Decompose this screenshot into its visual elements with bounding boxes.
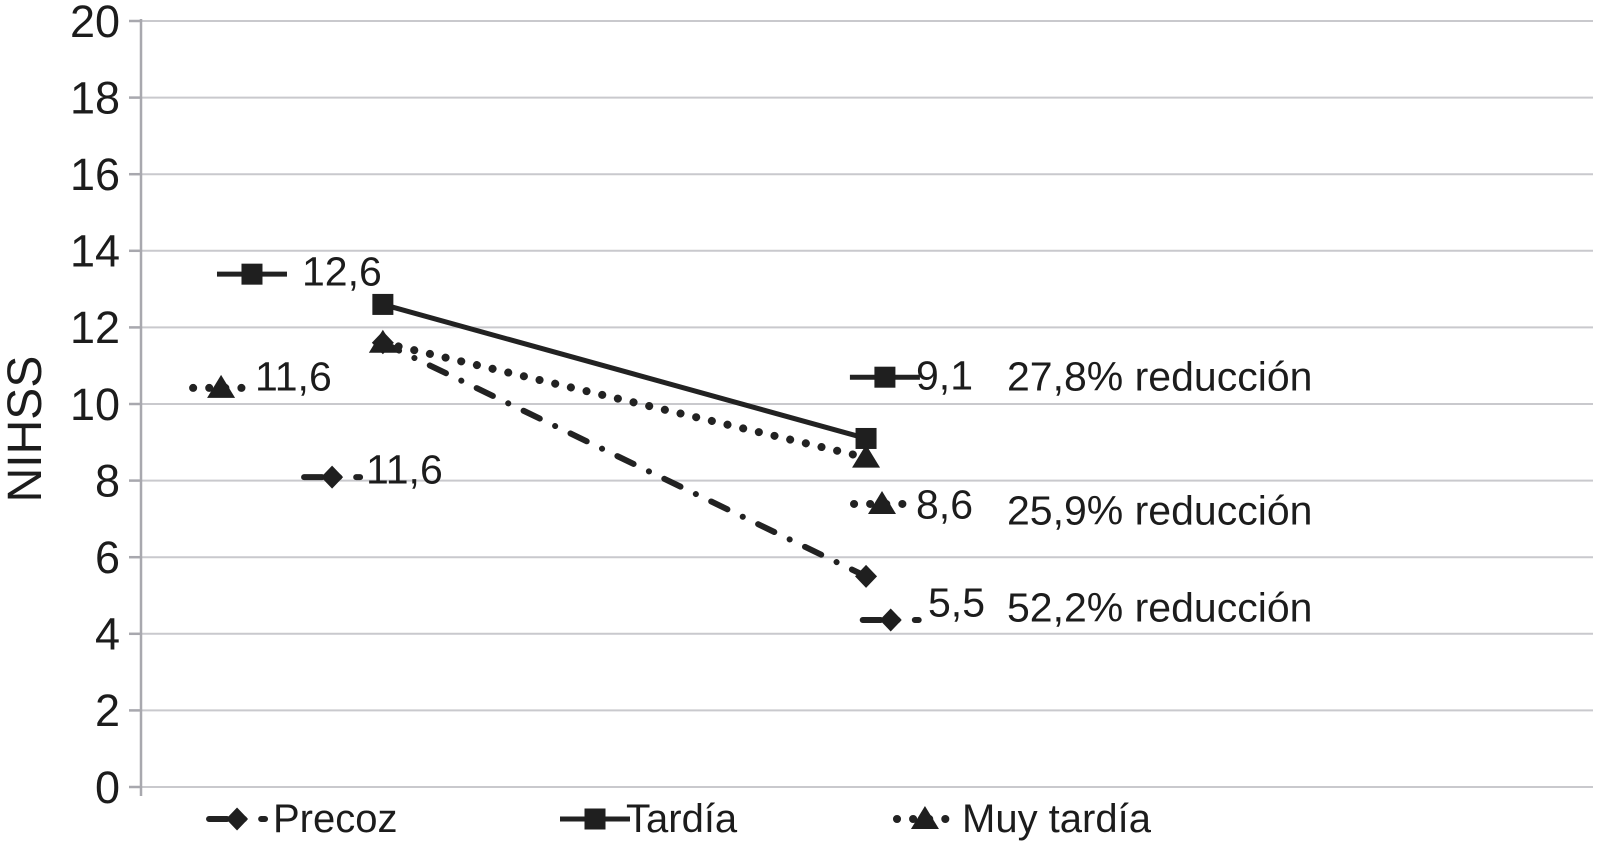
data-label-tardia-end: 9,1 xyxy=(916,352,973,399)
reduction-label-precoz: 52,2% reducción xyxy=(1007,584,1313,631)
y-tick-label: 8 xyxy=(95,455,120,506)
marker-diamond xyxy=(879,608,902,632)
y-tick-label: 6 xyxy=(95,532,120,583)
marker-square xyxy=(241,263,263,285)
y-tick-label: 20 xyxy=(70,0,120,47)
marker-triangle xyxy=(852,444,881,468)
data-label-precoz-end: 5,5 xyxy=(928,579,985,626)
series-line-tardía xyxy=(382,302,867,441)
y-tick-label: 4 xyxy=(95,609,120,660)
data-label-precoz-start: 11,6 xyxy=(366,446,443,493)
data-label-muy-tardia-end: 8,6 xyxy=(916,481,973,528)
y-tick-label: 18 xyxy=(70,72,120,123)
marker-triangle xyxy=(868,490,897,514)
legend-label-tardia: Tardía xyxy=(626,797,738,841)
y-axis-title: NIHSS xyxy=(0,355,52,503)
reduction-label-muy-tardia: 25,9% reducción xyxy=(1007,487,1313,534)
y-tick-label: 12 xyxy=(70,302,120,353)
series-line-muy-tardía xyxy=(378,338,871,462)
y-tick-label: 16 xyxy=(70,149,120,200)
data-label-tardia-start: 12,6 xyxy=(302,248,382,295)
marker-diamond xyxy=(226,807,249,831)
y-tick-label: 2 xyxy=(95,685,120,736)
marker-square xyxy=(874,366,896,388)
marker-square xyxy=(855,427,877,449)
y-tick-label: 14 xyxy=(70,226,120,277)
marker-triangle xyxy=(368,329,397,353)
marker-square xyxy=(372,293,394,315)
series-line-precoz xyxy=(379,339,870,580)
marker-diamond xyxy=(321,465,344,489)
marker-square xyxy=(584,808,606,830)
y-tick-label: 0 xyxy=(95,762,120,813)
legend-label-muy-tardia: Muy tardía xyxy=(962,797,1151,841)
marker-diamond xyxy=(855,564,878,588)
data-label-muy-tardia-start: 11,6 xyxy=(255,353,332,400)
legend-label-precoz: Precoz xyxy=(273,797,398,841)
marker-triangle xyxy=(207,374,236,398)
y-tick-label: 10 xyxy=(70,379,120,430)
reduction-label-tardia: 27,8% reducción xyxy=(1007,353,1313,400)
marker-triangle xyxy=(910,806,939,829)
